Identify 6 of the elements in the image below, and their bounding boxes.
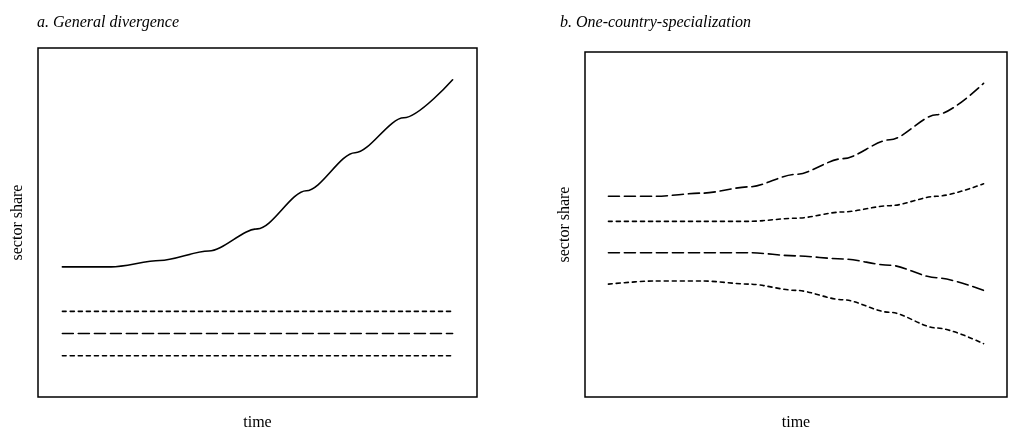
chart-title: b. One-country-specialization — [560, 12, 752, 31]
y-axis-title: sector share — [7, 184, 25, 261]
x-axis-title: time — [781, 412, 811, 430]
x-axis-title: time — [243, 412, 272, 430]
chart-title: a. General divergence — [37, 12, 180, 31]
y-axis-title: sector share — [554, 186, 572, 263]
